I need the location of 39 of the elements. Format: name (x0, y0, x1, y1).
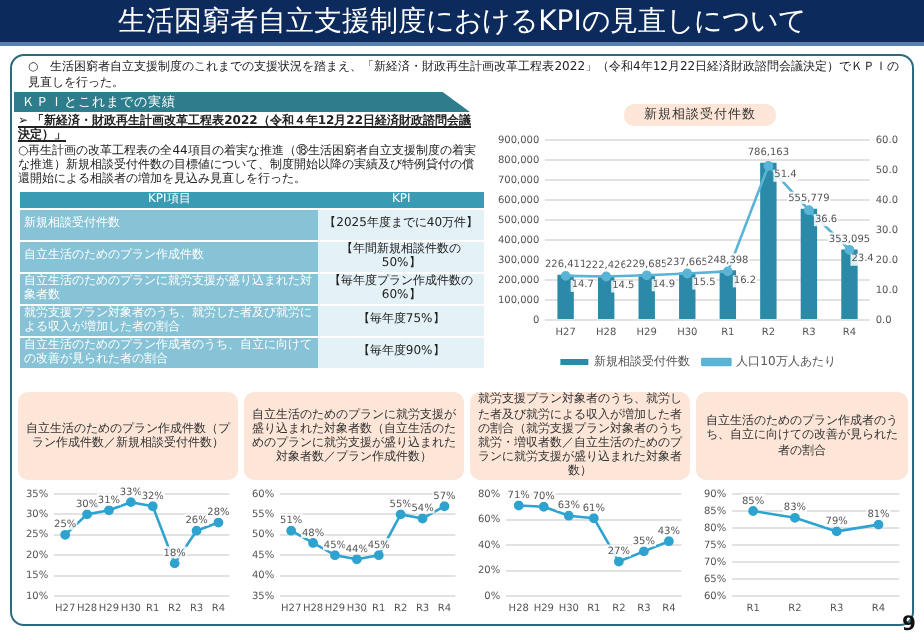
point (748, 506, 759, 516)
point (104, 505, 114, 516)
point (682, 268, 693, 279)
point (308, 538, 318, 548)
point (763, 160, 774, 171)
point (601, 271, 612, 282)
text: 生活困窮者自立支援制度におけるKPIの見直しについて (0, 0, 924, 46)
point (563, 510, 574, 521)
text: 9 (902, 614, 916, 636)
bar (800, 208, 818, 319)
point (560, 271, 571, 281)
point (641, 270, 652, 281)
point (330, 550, 340, 561)
point (351, 554, 362, 565)
point (125, 497, 136, 508)
point (147, 501, 158, 512)
point (663, 536, 674, 547)
point (191, 525, 202, 536)
point (417, 513, 428, 524)
point (169, 558, 180, 569)
point (873, 519, 884, 530)
point (722, 266, 733, 277)
point (613, 556, 624, 567)
point (513, 500, 524, 511)
point (213, 517, 224, 528)
point (790, 512, 800, 523)
point (538, 501, 549, 512)
point (439, 501, 450, 512)
point (638, 546, 649, 557)
point (588, 513, 599, 524)
point (831, 526, 842, 537)
point (804, 205, 814, 216)
bar (760, 162, 777, 319)
point (60, 529, 71, 540)
point (286, 525, 297, 536)
point (82, 509, 92, 520)
point (844, 244, 855, 255)
point (373, 550, 384, 561)
point (395, 509, 406, 520)
